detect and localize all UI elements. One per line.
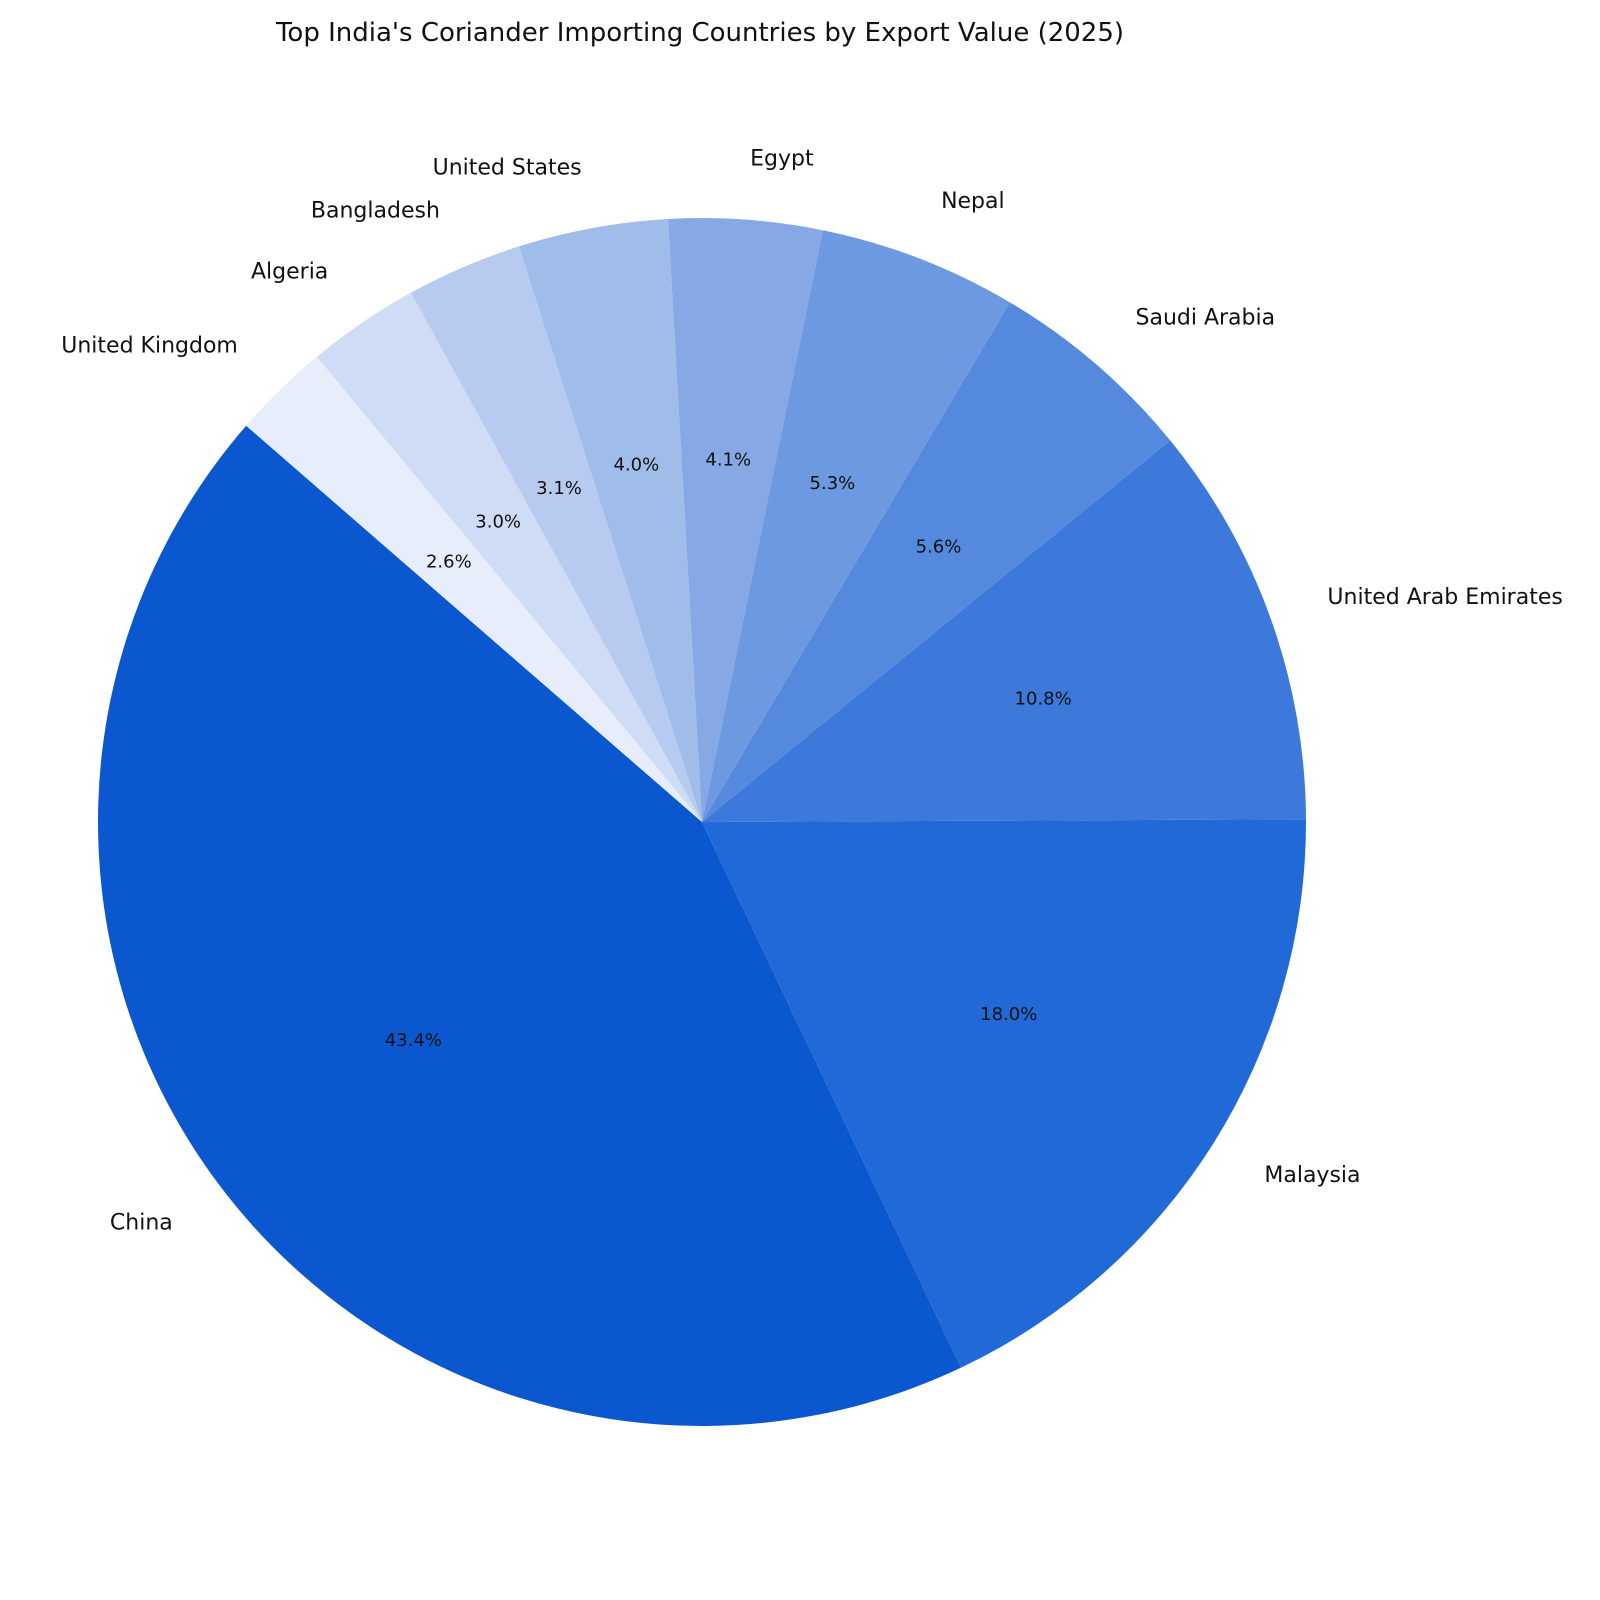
percent-label-china: 43.4% bbox=[385, 1030, 442, 1051]
pie-slice-united-kingdom bbox=[246, 356, 703, 822]
pie-slice-egypt bbox=[667, 217, 823, 822]
percent-label-egypt: 4.1% bbox=[705, 450, 751, 471]
pie-slice-china bbox=[97, 425, 962, 1427]
pie-category-labels: China Malaysia United Arab Emirates Saudi A… bbox=[61, 146, 1563, 1235]
percent-label-nepal: 5.3% bbox=[810, 473, 856, 494]
pie-slice-algeria bbox=[316, 292, 702, 822]
category-label-china: China bbox=[110, 1211, 173, 1236]
category-label-bangladesh: Bangladesh bbox=[311, 198, 440, 223]
category-label-united-arab-emirates: United Arab Emirates bbox=[1327, 585, 1562, 610]
pie-slice-united-arab-emirates bbox=[702, 440, 1306, 822]
category-label-egypt: Egypt bbox=[750, 146, 814, 171]
percent-label-united-states: 4.0% bbox=[613, 455, 659, 476]
percent-label-algeria: 3.0% bbox=[475, 511, 521, 532]
category-label-united-kingdom: United Kingdom bbox=[61, 334, 238, 359]
pie-slice-united-states bbox=[518, 218, 702, 822]
category-label-malaysia: Malaysia bbox=[1264, 1163, 1360, 1188]
percent-label-bangladesh: 3.1% bbox=[536, 478, 582, 499]
category-label-nepal: Nepal bbox=[941, 189, 1005, 214]
percent-label-united-kingdom: 2.6% bbox=[426, 552, 472, 573]
category-label-algeria: Algeria bbox=[251, 260, 328, 285]
chart-title: Top India's Coriander Importing Countrie… bbox=[275, 18, 1125, 48]
pie-slice-malaysia bbox=[702, 819, 1306, 1368]
pie-slice-saudi-arabia bbox=[702, 302, 1171, 822]
percent-label-saudi-arabia: 5.6% bbox=[916, 536, 962, 557]
percent-label-malaysia: 18.0% bbox=[980, 1004, 1037, 1025]
pie-percent-labels: 43.4% 18.0% 10.8% 5.6% 5.3% 4.1% 4.0% 3.1% 3.0%2… bbox=[385, 450, 1072, 1052]
percent-label-united-arab-emirates: 10.8% bbox=[1015, 689, 1072, 710]
pie-slice-nepal bbox=[702, 230, 1010, 823]
category-label-united-states: United States bbox=[433, 156, 582, 181]
pie-slices bbox=[97, 217, 1306, 1427]
category-label-saudi-arabia: Saudi Arabia bbox=[1136, 306, 1276, 331]
pie-slice-bangladesh bbox=[410, 246, 702, 823]
